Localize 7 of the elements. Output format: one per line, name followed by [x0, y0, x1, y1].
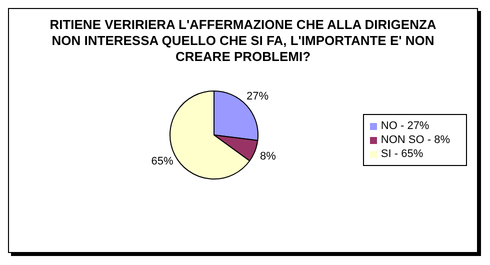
- data-label: 65%: [151, 155, 174, 168]
- legend-label: NON SO - 8%: [380, 134, 450, 146]
- legend-label: SI - 65%: [380, 148, 424, 160]
- data-label: 8%: [260, 150, 276, 162]
- chart-title: RITIENE VERIRIERA L'AFFERMAZIONE CHE ALLA DIRIGENZA NON INTERESSA QUELLO CHE SI FA, L'IMPORTANTE E' NON CREARE PROBLEMI?: [48, 17, 438, 65]
- data-label: 27%: [246, 90, 269, 103]
- legend-label: NO - 27%: [380, 120, 430, 132]
